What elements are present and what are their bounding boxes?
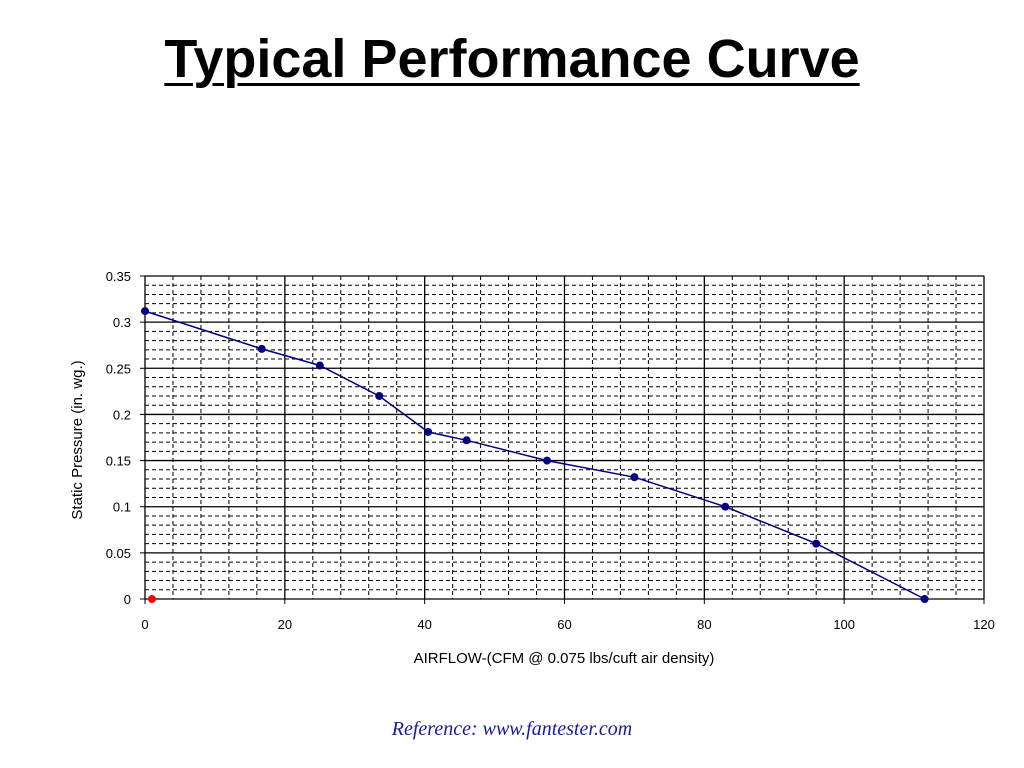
data-point — [543, 456, 552, 465]
data-point — [424, 427, 433, 436]
slide-title: Typical Performance Curve — [164, 29, 860, 89]
y-tick-label: 0.2 — [113, 407, 131, 422]
x-axis-title: AIRFLOW-(CFM @ 0.075 lbs/cuft air densit… — [414, 650, 715, 667]
y-tick-label: 0.05 — [106, 546, 131, 561]
x-tick-label: 100 — [833, 617, 855, 632]
data-point — [920, 595, 929, 603]
y-tick-label: 0.1 — [113, 500, 131, 515]
x-tick-label: 120 — [973, 617, 995, 632]
x-tick-label: 20 — [278, 617, 292, 632]
y-axis-title: Static Pressure (in. wg.) — [69, 360, 86, 519]
y-tick-label: 0.3 — [113, 315, 131, 330]
data-point — [315, 361, 324, 370]
chart-labels: AIRFLOW-(CFM @ 0.075 lbs/cuft air densit… — [69, 360, 714, 667]
y-tick-label: 0.15 — [106, 454, 131, 469]
data-point — [721, 502, 730, 511]
chart-axes: 0 20 40 60 80 100 120 0 0.05 0.1 0.15 0.2 0.25 0.3 0.3… — [106, 269, 995, 632]
chart-grid — [144, 275, 985, 600]
data-point — [375, 391, 384, 400]
x-tick-label: 40 — [417, 617, 431, 632]
y-tick-label: 0.25 — [106, 361, 131, 376]
x-tick-label: 60 — [557, 617, 571, 632]
y-tick-label: 0.35 — [106, 269, 131, 284]
y-tick-label: 0 — [124, 592, 131, 607]
data-point — [462, 436, 471, 445]
data-point — [141, 307, 149, 316]
reference-text: Reference: www.fantester.com — [391, 718, 633, 740]
x-tick-label: 0 — [141, 617, 148, 632]
data-point — [257, 344, 266, 353]
x-tick-label: 80 — [697, 617, 711, 632]
data-point — [812, 539, 821, 548]
chart-series — [141, 307, 929, 603]
data-point — [147, 595, 156, 603]
data-point — [630, 473, 639, 482]
